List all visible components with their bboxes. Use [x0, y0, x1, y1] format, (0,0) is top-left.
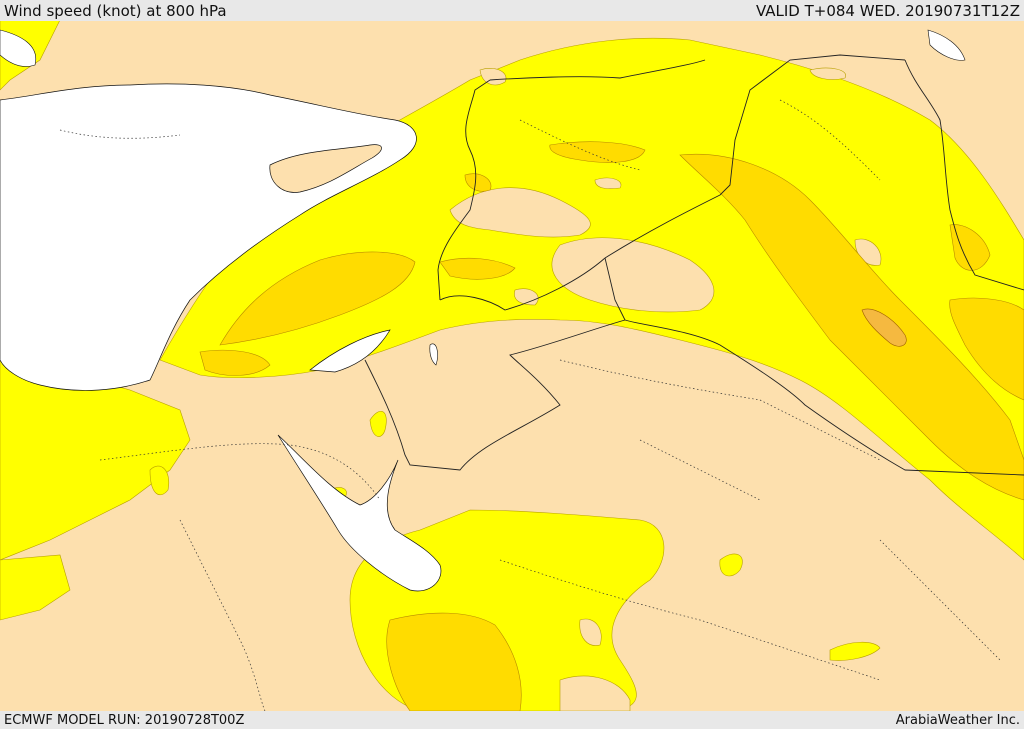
lakes	[0, 29, 966, 366]
valid-time: VALID T+084 WED. 20190731T12Z	[755, 1, 1020, 20]
wind-band-orange	[861, 308, 907, 347]
credit: ArabiaWeather Inc.	[895, 712, 1020, 728]
cyprus-island	[269, 144, 382, 193]
wind-band-gold	[199, 141, 1024, 711]
footer-bar: ECMWF MODEL RUN: 20190728T00Z ArabiaWeat…	[0, 711, 1024, 729]
map-title: Wind speed (knot) at 800 hPa	[4, 1, 227, 20]
country-borders	[364, 54, 1024, 476]
low-wind-patches	[269, 67, 882, 711]
header-bar: Wind speed (knot) at 800 hPa VALID T+084…	[0, 0, 1024, 21]
province-borders	[59, 99, 1001, 711]
model-run: ECMWF MODEL RUN: 20190728T00Z	[4, 712, 245, 728]
red-sea	[277, 434, 442, 592]
wind-speed-map[interactable]	[0, 21, 1024, 711]
